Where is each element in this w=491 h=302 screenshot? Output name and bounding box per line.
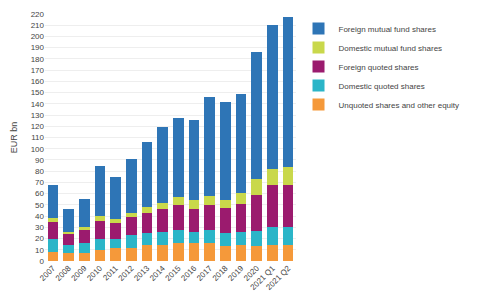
svg-text:2019: 2019 [226, 263, 245, 282]
svg-text:Foreign mutual fund shares: Foreign mutual fund shares [339, 25, 436, 34]
svg-text:190: 190 [31, 43, 45, 52]
svg-text:40: 40 [35, 212, 44, 221]
svg-text:0: 0 [40, 257, 45, 266]
svg-text:Foreign quoted shares: Foreign quoted shares [339, 63, 419, 72]
svg-text:20: 20 [35, 234, 44, 243]
svg-text:100: 100 [31, 145, 45, 154]
svg-text:150: 150 [31, 88, 45, 97]
svg-text:Domestic mutual fund shares: Domestic mutual fund shares [339, 44, 443, 53]
svg-text:70: 70 [35, 178, 44, 187]
svg-text:EUR bn: EUR bn [9, 122, 19, 154]
svg-text:170: 170 [31, 66, 45, 75]
svg-text:2021 Q2: 2021 Q2 [264, 263, 292, 291]
svg-text:2015: 2015 [164, 263, 183, 282]
svg-text:2013: 2013 [132, 263, 151, 282]
svg-text:2008: 2008 [54, 263, 73, 282]
svg-text:2012: 2012 [117, 263, 136, 282]
svg-text:2016: 2016 [179, 263, 198, 282]
svg-text:210: 210 [31, 21, 45, 30]
svg-text:200: 200 [31, 32, 45, 41]
svg-text:80: 80 [35, 167, 44, 176]
svg-text:120: 120 [31, 122, 45, 131]
svg-text:130: 130 [31, 111, 45, 120]
svg-text:Unquoted shares and other equi: Unquoted shares and other equity [339, 101, 460, 110]
svg-text:60: 60 [35, 189, 44, 198]
svg-text:140: 140 [31, 100, 45, 109]
svg-text:10: 10 [35, 246, 44, 255]
svg-text:30: 30 [35, 223, 44, 232]
svg-text:2007: 2007 [38, 263, 57, 282]
svg-text:2018: 2018 [211, 263, 230, 282]
svg-text:2011: 2011 [101, 263, 120, 282]
svg-text:2009: 2009 [70, 263, 89, 282]
svg-text:50: 50 [35, 201, 44, 210]
svg-text:180: 180 [31, 55, 45, 64]
svg-text:2020: 2020 [242, 263, 261, 282]
svg-text:220: 220 [31, 10, 45, 19]
svg-text:2017: 2017 [195, 263, 214, 282]
svg-text:2021 Q1: 2021 Q1 [249, 263, 277, 291]
svg-text:90: 90 [35, 156, 44, 165]
svg-text:Domestic quoted shares: Domestic quoted shares [339, 82, 425, 91]
svg-text:160: 160 [31, 77, 45, 86]
svg-text:110: 110 [31, 133, 44, 142]
svg-text:2014: 2014 [148, 263, 167, 282]
svg-text:2010: 2010 [85, 263, 104, 282]
